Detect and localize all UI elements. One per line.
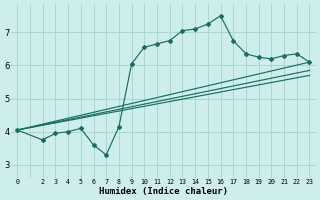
X-axis label: Humidex (Indice chaleur): Humidex (Indice chaleur) bbox=[99, 187, 228, 196]
